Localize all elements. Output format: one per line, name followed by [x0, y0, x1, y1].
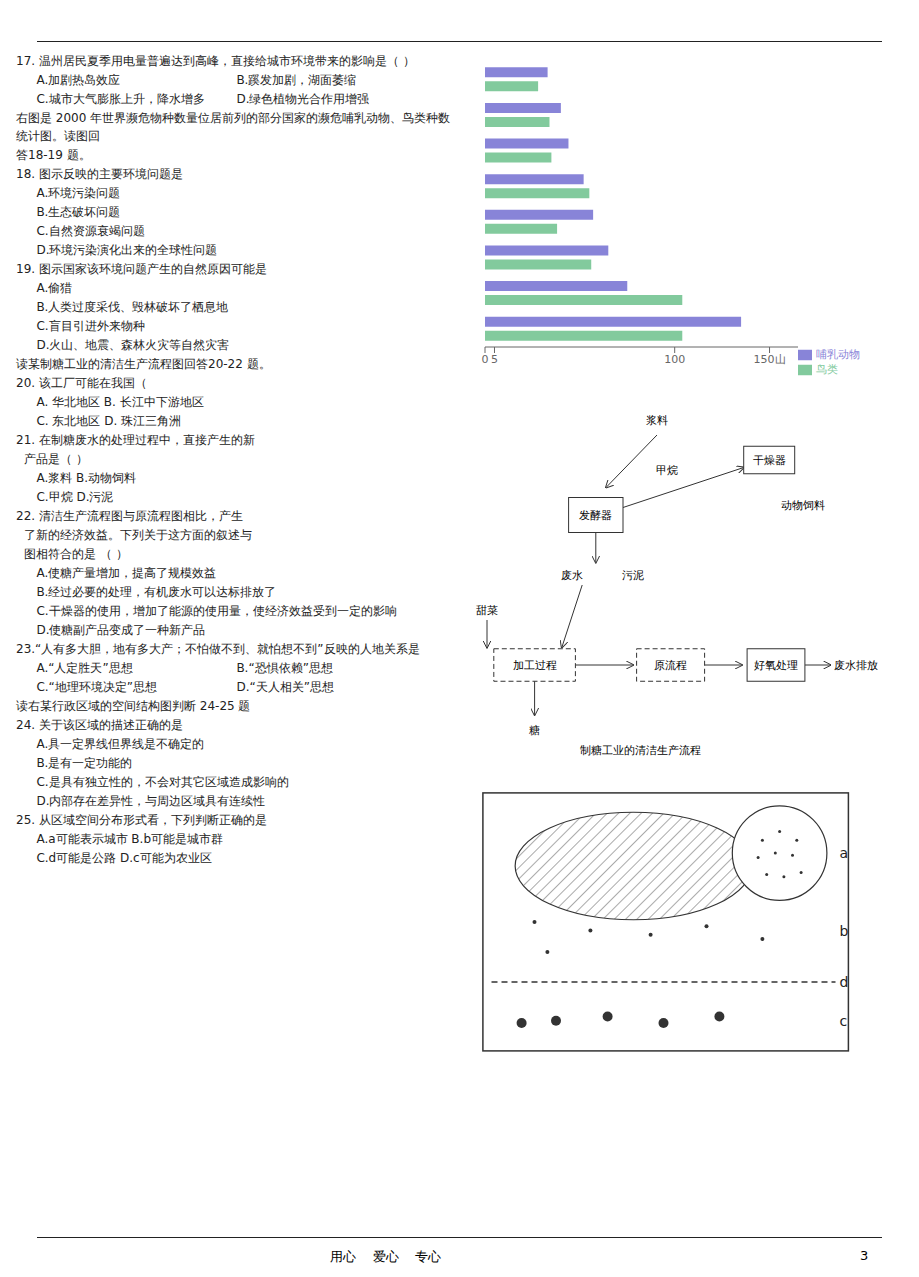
html-text:17. 温州居民夏季用电量普遍达到高峰，直接给城市环境带来的: 17. 温州居民夏季用电量普遍达到高峰，直接给城市环境带来的影响是（ ） [16, 54, 415, 68]
html-text:3: 3 [860, 1248, 869, 1263]
html-text:C.城市大气膨胀上升，降水增多: C.城市大气膨胀上升，降水增多 [36, 92, 205, 106]
html-text:23.“人有多大胆，地有多大产；不怕做不到、就怕想不到”反映: 23.“人有多大胆，地有多大产；不怕做不到、就怕想不到”反映的人地关系是 [16, 642, 420, 656]
svg-text:废水排放: 废水排放 [834, 659, 878, 672]
html-text:D.火山、地震、森林火灾等自然灾害: D.火山、地震、森林火灾等自然灾害 [36, 338, 230, 352]
svg-text:浆料: 浆料 [646, 414, 668, 427]
svg-text:废水: 废水 [561, 569, 583, 582]
html-text:B.人类过度采伐、毁林破坏了栖息地: B.人类过度采伐、毁林破坏了栖息地 [36, 300, 229, 314]
svg-text:5: 5 [491, 353, 498, 366]
svg-text:0: 0 [482, 353, 489, 366]
html-text:C.d可能是公路 D.c可能为农业区: C.d可能是公路 D.c可能为农业区 [36, 851, 212, 865]
html-text:24. 关于该区域的描述正确的是: 24. 关于该区域的描述正确的是 [16, 718, 183, 732]
svg-text:加工过程: 加工过程 [513, 659, 557, 672]
html-text:B.生态破坏问题: B.生态破坏问题 [36, 205, 121, 219]
html-text:B.是有一定功能的: B.是有一定功能的 [36, 756, 133, 770]
html-text:了新的经济效益。下列关于这方面的叙述与: 了新的经济效益。下列关于这方面的叙述与 [24, 528, 253, 542]
html-text:哺乳动物: 哺乳动物 [816, 348, 860, 361]
html-text:A.加剧热岛效应: A.加剧热岛效应 [36, 73, 121, 87]
html-text:C.甲烷 D.污泥: C.甲烷 D.污泥 [36, 490, 114, 504]
html-text:读某制糖工业的清洁生产流程图回答20-22 题。: 读某制糖工业的清洁生产流程图回答20-22 题。 [16, 357, 271, 371]
html-text:D.内部存在差异性，与周边区域具有连续性: D.内部存在差异性，与周边区域具有连续性 [36, 794, 266, 808]
svg-text:a: a [840, 845, 849, 861]
html-text:A. 华北地区 B. 长江中下游地区: A. 华北地区 B. 长江中下游地区 [36, 395, 204, 409]
html-text:18. 图示反映的主要环境问题是: 18. 图示反映的主要环境问题是 [16, 167, 183, 181]
svg-text:b: b [840, 923, 849, 939]
html-text:A.环境污染问题: A.环境污染问题 [36, 186, 121, 200]
html-text:B.经过必要的处理，有机废水可以达标排放了: B.经过必要的处理，有机废水可以达标排放了 [36, 585, 277, 599]
svg-text:干燥器: 干燥器 [753, 454, 786, 467]
html-text:C.干燥器的使用，增加了能源的使用量，使经济效益受到一定的影: C.干燥器的使用，增加了能源的使用量，使经济效益受到一定的影响 [36, 604, 397, 618]
html-text:D.“天人相关”思想: D.“天人相关”思想 [236, 680, 334, 694]
html-text:图相符合的是 （ ）: 图相符合的是 （ ） [24, 547, 128, 561]
html-text:A.“人定胜天”思想: A.“人定胜天”思想 [36, 661, 133, 675]
svg-text:甜菜: 甜菜 [476, 604, 498, 617]
svg-text:糖: 糖 [529, 724, 540, 737]
html-text:A.使糖产量增加，提高了规模效益: A.使糖产量增加，提高了规模效益 [36, 566, 217, 580]
html-text:答18-19 题。: 答18-19 题。 [16, 148, 91, 162]
html-text:A.偷猎: A.偷猎 [36, 281, 73, 295]
html-text:25. 从区域空间分布形式看，下列判断正确的是: 25. 从区域空间分布形式看，下列判断正确的是 [16, 813, 267, 827]
html-text:C.是具有独立性的，不会对其它区域造成影响的: C.是具有独立性的，不会对其它区域造成影响的 [36, 775, 289, 789]
html-text:A.a可能表示城市 B.b可能是城市群: A.a可能表示城市 B.b可能是城市群 [36, 832, 223, 846]
html-text:B.“恐惧依赖”思想: B.“恐惧依赖”思想 [236, 661, 333, 675]
svg-text:动物饲料: 动物饲料 [781, 499, 825, 512]
html-text:C.盲目引进外来物种: C.盲目引进外来物种 [36, 319, 145, 333]
html-text:D.绿色植物光合作用增强: D.绿色植物光合作用增强 [236, 92, 370, 106]
svg-text:发酵器: 发酵器 [579, 509, 612, 522]
svg-text:d: d [840, 974, 849, 990]
html-text:D.环境污染演化出来的全球性问题: D.环境污染演化出来的全球性问题 [36, 243, 218, 257]
html-text:D.使糖副产品变成了一种新产品: D.使糖副产品变成了一种新产品 [36, 623, 206, 637]
html-text:A.具一定界线但界线是不确定的: A.具一定界线但界线是不确定的 [36, 737, 205, 751]
html-text:B.蹊发加剧，湖面萎缩: B.蹊发加剧，湖面萎缩 [236, 73, 357, 87]
html-text:读右某行政区域的空间结构图判断 24-25 题: 读右某行政区域的空间结构图判断 24-25 题 [16, 699, 251, 713]
html-text:C.自然资源衰竭问题: C.自然资源衰竭问题 [36, 224, 145, 238]
html-text:22. 清洁生产流程图与原流程图相比，产生: 22. 清洁生产流程图与原流程图相比，产生 [16, 509, 243, 523]
html-text:20. 该工厂可能在我国（: 20. 该工厂可能在我国（ [16, 376, 147, 390]
html-text:19. 图示国家该环境问题产生的自然原因可能是: 19. 图示国家该环境问题产生的自然原因可能是 [16, 262, 267, 276]
html-text:C. 东北地区 D. 珠江三角洲: C. 东北地区 D. 珠江三角洲 [36, 414, 182, 428]
html-text:21. 在制糖废水的处理过程中，直接产生的新: 21. 在制糖废水的处理过程中，直接产生的新 [16, 433, 255, 447]
html-text:右图是 2000 年世界濒危物种数量位居前列的部分国家的濒危: 右图是 2000 年世界濒危物种数量位居前列的部分国家的濒危哺乳动物、鸟类种数统… [16, 111, 451, 143]
svg-text:c: c [840, 1013, 848, 1029]
svg-text:好氧处理: 好氧处理 [754, 659, 798, 672]
svg-text:甲烷: 甲烷 [656, 464, 678, 477]
html-text:A.浆料 B.动物饲料: A.浆料 B.动物饲料 [36, 471, 137, 485]
svg-text:150山: 150山 [754, 353, 786, 366]
svg-text:制糖工业的清洁生产流程: 制糖工业的清洁生产流程 [580, 744, 701, 757]
svg-text:原流程: 原流程 [654, 659, 687, 672]
html-text:鸟类: 鸟类 [816, 363, 838, 376]
svg-text:污泥: 污泥 [622, 569, 644, 582]
html-text:用心 爱心 专心: 用心 爱心 专心 [330, 1249, 442, 1264]
html-text:产品是（ ）: 产品是（ ） [24, 452, 89, 466]
svg-text:100: 100 [664, 353, 685, 366]
html-text:C.“地理环境决定”思想: C.“地理环境决定”思想 [36, 680, 157, 694]
